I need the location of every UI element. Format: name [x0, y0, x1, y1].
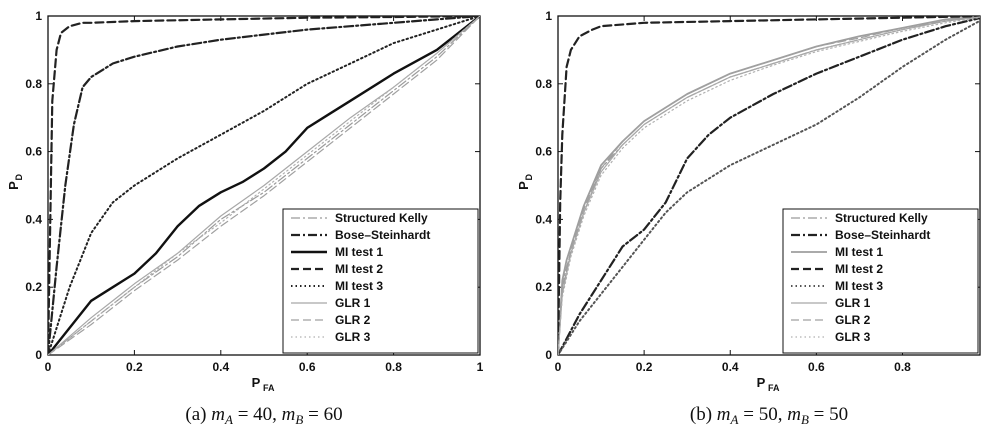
- series-line-mi-test-3: [558, 19, 980, 355]
- x-tick-label: 0.2: [636, 360, 653, 374]
- x-tick-label: 0: [45, 360, 52, 374]
- x-tick-label: 0.6: [299, 360, 316, 374]
- y-tick-label: 0.4: [535, 212, 552, 226]
- plot-area: [47, 15, 481, 356]
- legend-entry: GLR 2: [335, 313, 371, 327]
- y-tick-label: 0.2: [535, 280, 552, 294]
- y-axis-label-subscript: D: [14, 174, 24, 181]
- y-axis-label-subscript: D: [524, 174, 534, 181]
- x-axis-label: P: [252, 375, 261, 390]
- legend-box: [782, 208, 979, 354]
- series-group: [48, 16, 480, 355]
- legend-box: [282, 208, 479, 354]
- y-tick-label: 0.8: [25, 77, 42, 91]
- panel-caption: (a) mA = 40, mB = 60: [185, 404, 342, 427]
- series-line-mi-test-2: [558, 16, 980, 355]
- series-line-mi-test-2: [48, 16, 480, 355]
- series-line-glr-2: [558, 16, 980, 355]
- y-axis-label: P: [6, 181, 21, 190]
- x-tick-label: 0.8: [385, 360, 402, 374]
- legend-entry: MI test 3: [835, 279, 883, 293]
- y-tick-label: 0.6: [25, 145, 42, 159]
- series-line-mi-test-3: [48, 16, 480, 355]
- x-axis-label-subscript: FA: [768, 383, 780, 393]
- legend-entry: GLR 3: [335, 330, 371, 344]
- chart-panel-a: 0 0.2 0.4 0.6 0.8 100.20.40.60.81P FAPDStructu…: [6, 9, 484, 427]
- legend-entry: MI test 2: [835, 262, 883, 276]
- y-tick-label: 0.8: [535, 77, 552, 91]
- series-line-glr-1: [558, 16, 980, 355]
- y-tick-label: 1: [35, 9, 42, 23]
- y-tick-label: 0.2: [25, 280, 42, 294]
- y-axis-label-group: PD: [516, 174, 534, 190]
- x-tick-label: 0: [555, 360, 562, 374]
- legend-entry: Structured Kelly: [335, 211, 428, 225]
- y-tick-label: 0: [545, 348, 552, 362]
- legend-entry: GLR 3: [835, 330, 871, 344]
- series-line-bose-steinhardt: [48, 16, 480, 355]
- series-group: [558, 16, 980, 355]
- legend-entry: GLR 2: [835, 313, 871, 327]
- legend-entry: MI test 1: [335, 245, 383, 259]
- legend-entry: Bose–Steinhardt: [335, 228, 430, 242]
- x-tick-label: 0.4: [212, 360, 229, 374]
- x-axis-label-subscript: FA: [263, 383, 275, 393]
- y-axis-label: P: [516, 181, 531, 190]
- y-tick-label: 0: [35, 348, 42, 362]
- y-axis-label-group: PD: [6, 174, 24, 190]
- y-tick-label: 1: [545, 9, 552, 23]
- x-axis-label: P: [757, 375, 766, 390]
- legend-entry: Structured Kelly: [835, 211, 928, 225]
- y-tick-label: 0.6: [535, 145, 552, 159]
- plot-area: [557, 15, 981, 356]
- x-tick-label: 1: [477, 360, 484, 374]
- legend-entry: MI test 3: [335, 279, 383, 293]
- legend-entry: GLR 1: [835, 296, 871, 310]
- legend-entry: Bose–Steinhardt: [835, 228, 930, 242]
- x-tick-label: 0.4: [722, 360, 739, 374]
- legend-entry: MI test 1: [835, 245, 883, 259]
- legend-entry: MI test 2: [335, 262, 383, 276]
- series-line-mi-test-1: [48, 16, 480, 355]
- legend: Structured Kelly Bose–Steinhardt MI test 1…: [282, 208, 479, 354]
- series-line-glr-3: [48, 16, 480, 355]
- panel-caption: (b) mA = 50, mB = 50: [690, 404, 848, 427]
- chart-panel-b: 0 0.2 0.4 0.6 0.800.20.40.60.81P FAPDStructur…: [516, 9, 981, 427]
- series-line-bose-steinhardt: [558, 16, 980, 355]
- x-tick-label: 0.6: [808, 360, 825, 374]
- series-line-glr-2: [48, 16, 480, 355]
- x-tick-label: 0.8: [894, 360, 911, 374]
- y-tick-label: 0.4: [25, 212, 42, 226]
- x-tick-label: 0.2: [126, 360, 143, 374]
- legend-entry: GLR 1: [335, 296, 371, 310]
- series-line-glr-3: [558, 16, 980, 355]
- legend: Structured Kelly Bose–Steinhardt MI test 1…: [782, 208, 979, 354]
